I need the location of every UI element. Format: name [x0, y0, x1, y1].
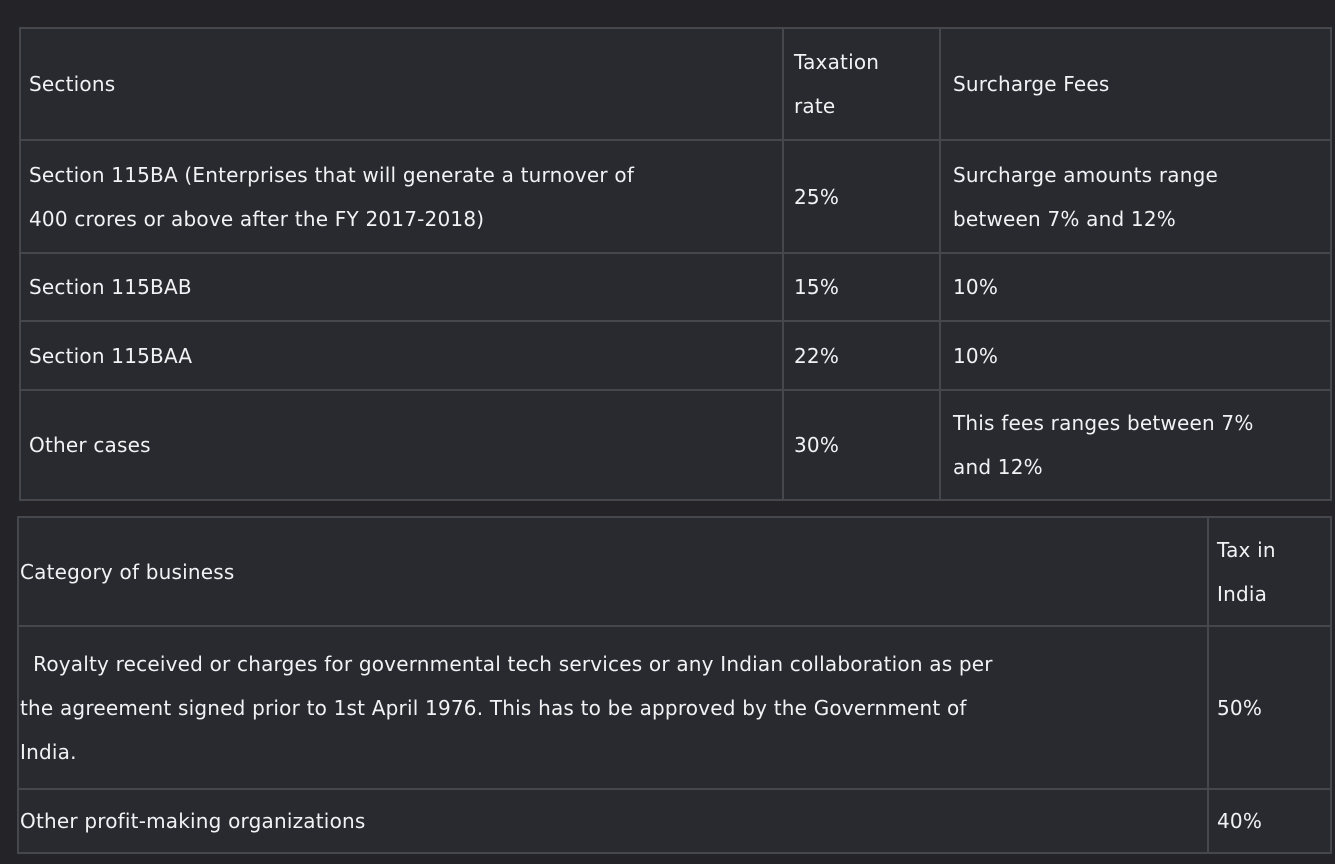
cell-section-name: Section 115BA (Enterprises that will gen… — [19, 139, 784, 254]
cell-taxation-rate: 25% — [782, 139, 941, 254]
header-cell-sections: Sections — [19, 27, 784, 141]
business-category-table: Category of business Tax in India Royalt… — [17, 516, 1332, 854]
cell-section-name: Other cases — [19, 389, 784, 501]
cell-taxation-rate: 30% — [782, 389, 941, 501]
table-row: Section 115BA (Enterprises that will gen… — [19, 139, 1332, 254]
cell-surcharge-fee: Surcharge amounts range between 7% and 1… — [939, 139, 1332, 254]
table-header-row: Category of business Tax in India — [17, 516, 1332, 627]
cell-section-name: Section 115BAB — [19, 252, 784, 322]
cell-business-category: Royalty received or charges for governme… — [17, 625, 1209, 790]
cell-surcharge-fee: 10% — [939, 252, 1332, 322]
header-cell-tax-in-india: Tax in India — [1207, 516, 1332, 627]
tax-sections-table: Sections Taxation rate Surcharge Fees Se… — [19, 27, 1332, 501]
cell-taxation-rate: 15% — [782, 252, 941, 322]
table-row: Other profit-making organizations 40% — [17, 788, 1332, 854]
cell-tax-rate: 50% — [1207, 625, 1332, 790]
cell-tax-rate: 40% — [1207, 788, 1332, 854]
cell-taxation-rate: 22% — [782, 320, 941, 391]
header-cell-surcharge-fees: Surcharge Fees — [939, 27, 1332, 141]
cell-surcharge-fee: 10% — [939, 320, 1332, 391]
header-cell-category-of-business: Category of business — [17, 516, 1209, 627]
table-row: Section 115BAA 22% 10% — [19, 320, 1332, 391]
cell-surcharge-fee: This fees ranges between 7% and 12% — [939, 389, 1332, 501]
cell-section-name: Section 115BAA — [19, 320, 784, 391]
header-cell-taxation-rate: Taxation rate — [782, 27, 941, 141]
table-row: Royalty received or charges for governme… — [17, 625, 1332, 790]
table-header-row: Sections Taxation rate Surcharge Fees — [19, 27, 1332, 141]
cell-business-category: Other profit-making organizations — [17, 788, 1209, 854]
table-row: Other cases 30% This fees ranges between… — [19, 389, 1332, 501]
table-row: Section 115BAB 15% 10% — [19, 252, 1332, 322]
